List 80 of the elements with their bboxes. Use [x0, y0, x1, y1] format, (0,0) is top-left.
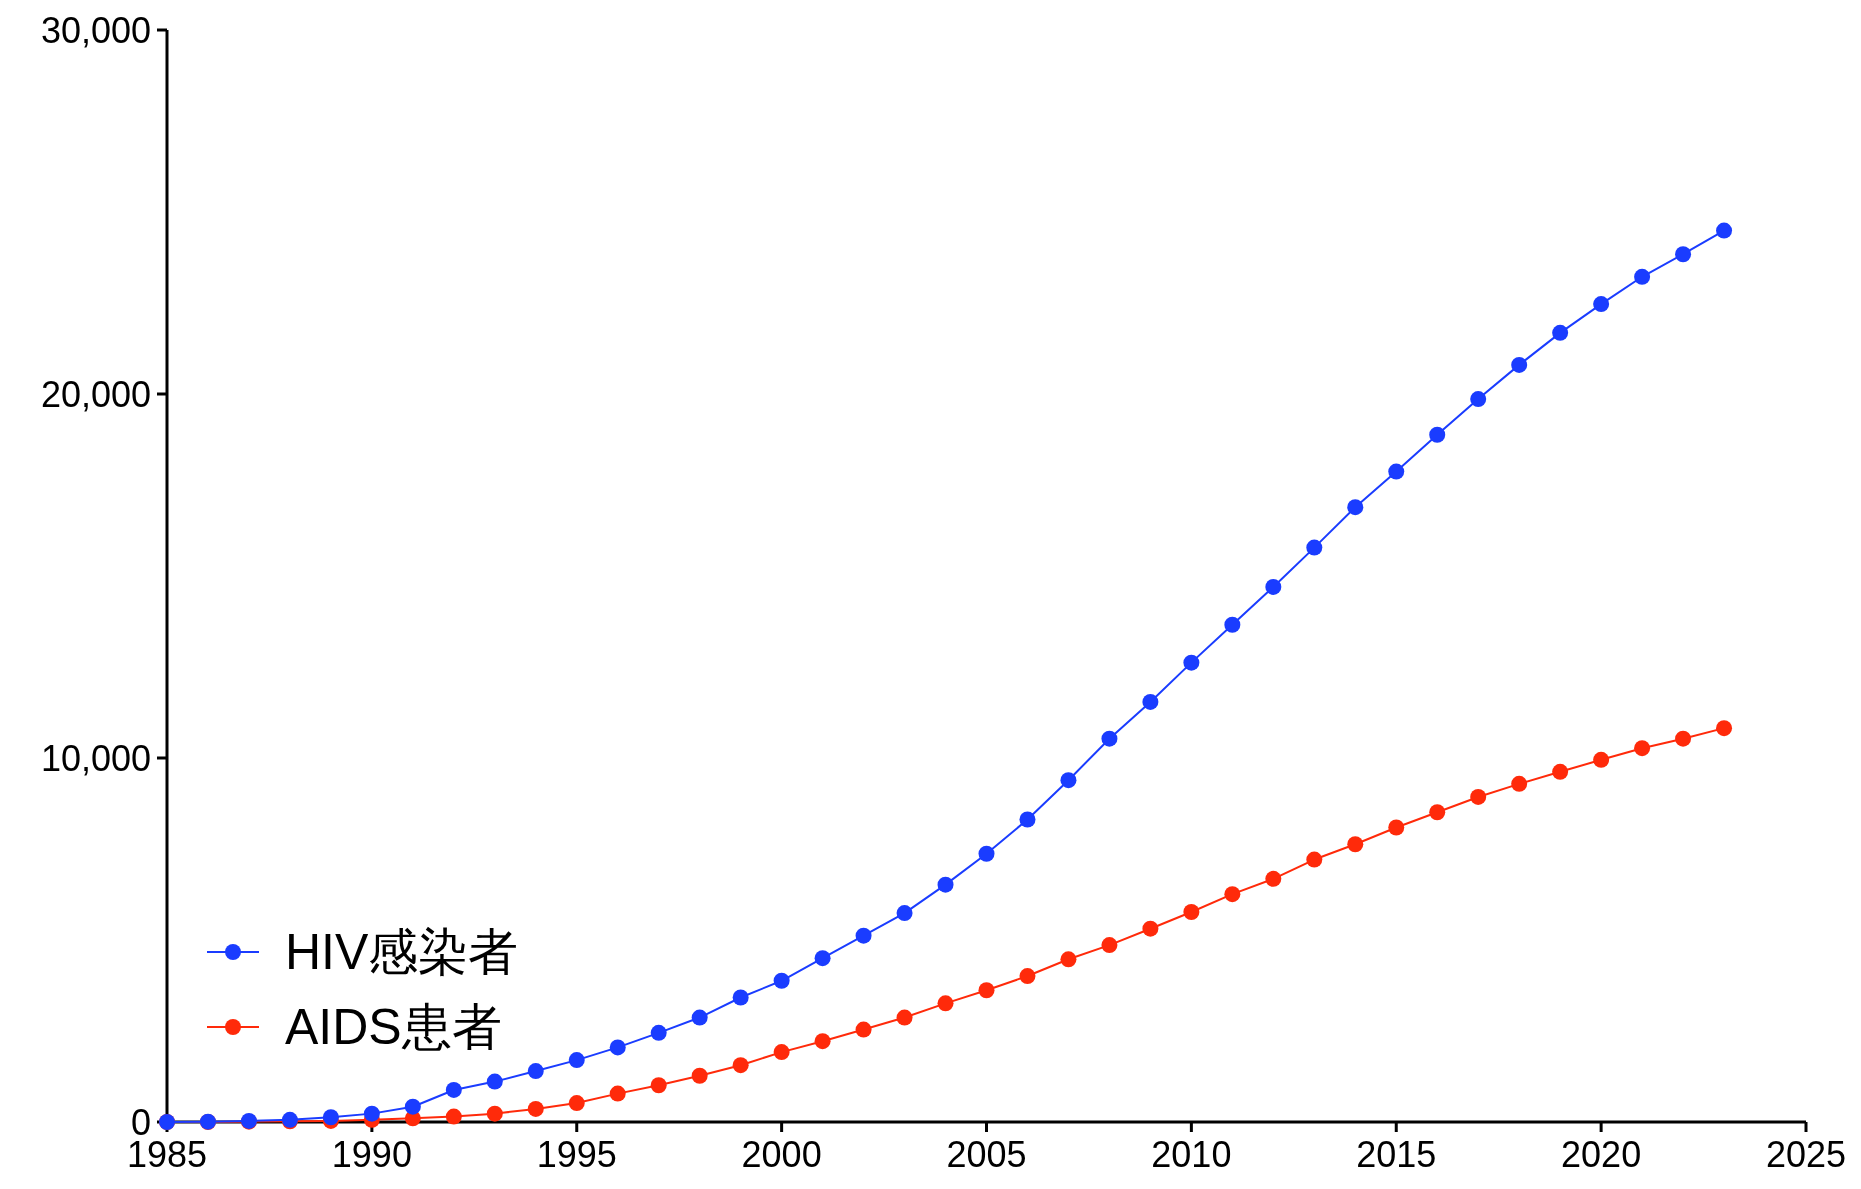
point — [1347, 836, 1364, 853]
point — [527, 1100, 544, 1117]
x-tick-label: 2010 — [1151, 1134, 1232, 1175]
point — [445, 1081, 462, 1098]
point — [896, 1009, 913, 1026]
point — [1265, 870, 1282, 887]
point — [1675, 246, 1692, 263]
point — [486, 1073, 503, 1090]
point — [1511, 356, 1528, 373]
x-tick-label: 1990 — [331, 1134, 412, 1175]
point — [1429, 426, 1446, 443]
point — [1388, 819, 1405, 836]
x-tick-label: 2000 — [741, 1134, 822, 1175]
point — [1142, 920, 1159, 937]
point — [1675, 730, 1692, 747]
point — [1306, 539, 1323, 556]
point — [609, 1039, 626, 1056]
point — [1593, 296, 1610, 313]
point — [486, 1105, 503, 1122]
x-tick-label: 1985 — [126, 1134, 208, 1175]
point — [937, 876, 954, 893]
point — [732, 1057, 749, 1074]
point — [1634, 740, 1651, 757]
point — [773, 972, 790, 989]
point — [1511, 775, 1528, 792]
point — [1347, 499, 1364, 516]
point — [568, 1052, 585, 1069]
point — [1593, 751, 1610, 768]
point — [568, 1095, 585, 1112]
point — [650, 1077, 667, 1094]
point — [1306, 851, 1323, 868]
point — [1388, 463, 1405, 480]
point — [1101, 730, 1118, 747]
point — [691, 1067, 708, 1084]
x-tick-label: 2005 — [946, 1134, 1027, 1175]
x-tick-label: 1995 — [536, 1134, 617, 1175]
legend-label: HIV感染者 — [285, 924, 519, 980]
point — [445, 1108, 462, 1125]
point — [1552, 763, 1569, 780]
point — [1634, 268, 1651, 285]
x-tick-label: 2015 — [1356, 1134, 1437, 1175]
point — [1470, 788, 1487, 805]
point — [896, 905, 913, 922]
point — [1019, 968, 1036, 985]
point — [732, 989, 749, 1006]
point — [691, 1009, 708, 1026]
point — [814, 950, 831, 967]
point — [855, 927, 872, 944]
point — [527, 1063, 544, 1080]
point — [404, 1098, 421, 1115]
x-tick-label: 2025 — [1765, 1134, 1847, 1175]
point — [1101, 937, 1118, 954]
point — [978, 982, 995, 999]
point — [814, 1033, 831, 1050]
legend-label: AIDS患者 — [285, 999, 502, 1055]
point — [1142, 693, 1159, 710]
x-tick-label: 2020 — [1561, 1134, 1642, 1175]
point — [1224, 616, 1241, 633]
point — [1265, 578, 1282, 595]
point — [609, 1085, 626, 1102]
point — [1552, 324, 1569, 341]
y-tick-label: 20,000 — [40, 374, 151, 415]
y-tick-label: 30,000 — [40, 10, 151, 51]
point — [1716, 222, 1733, 239]
point — [1224, 886, 1241, 903]
point — [1060, 772, 1077, 789]
point — [1060, 951, 1077, 968]
point — [1019, 811, 1036, 828]
point — [773, 1044, 790, 1061]
point — [855, 1021, 872, 1038]
point — [1716, 720, 1733, 737]
y-tick-label: 10,000 — [40, 738, 151, 779]
point — [650, 1024, 667, 1041]
point — [978, 845, 995, 862]
point — [937, 995, 954, 1012]
point — [1470, 391, 1487, 408]
point — [1429, 804, 1446, 821]
point — [1183, 903, 1200, 920]
point — [363, 1105, 380, 1122]
point — [1183, 654, 1200, 671]
